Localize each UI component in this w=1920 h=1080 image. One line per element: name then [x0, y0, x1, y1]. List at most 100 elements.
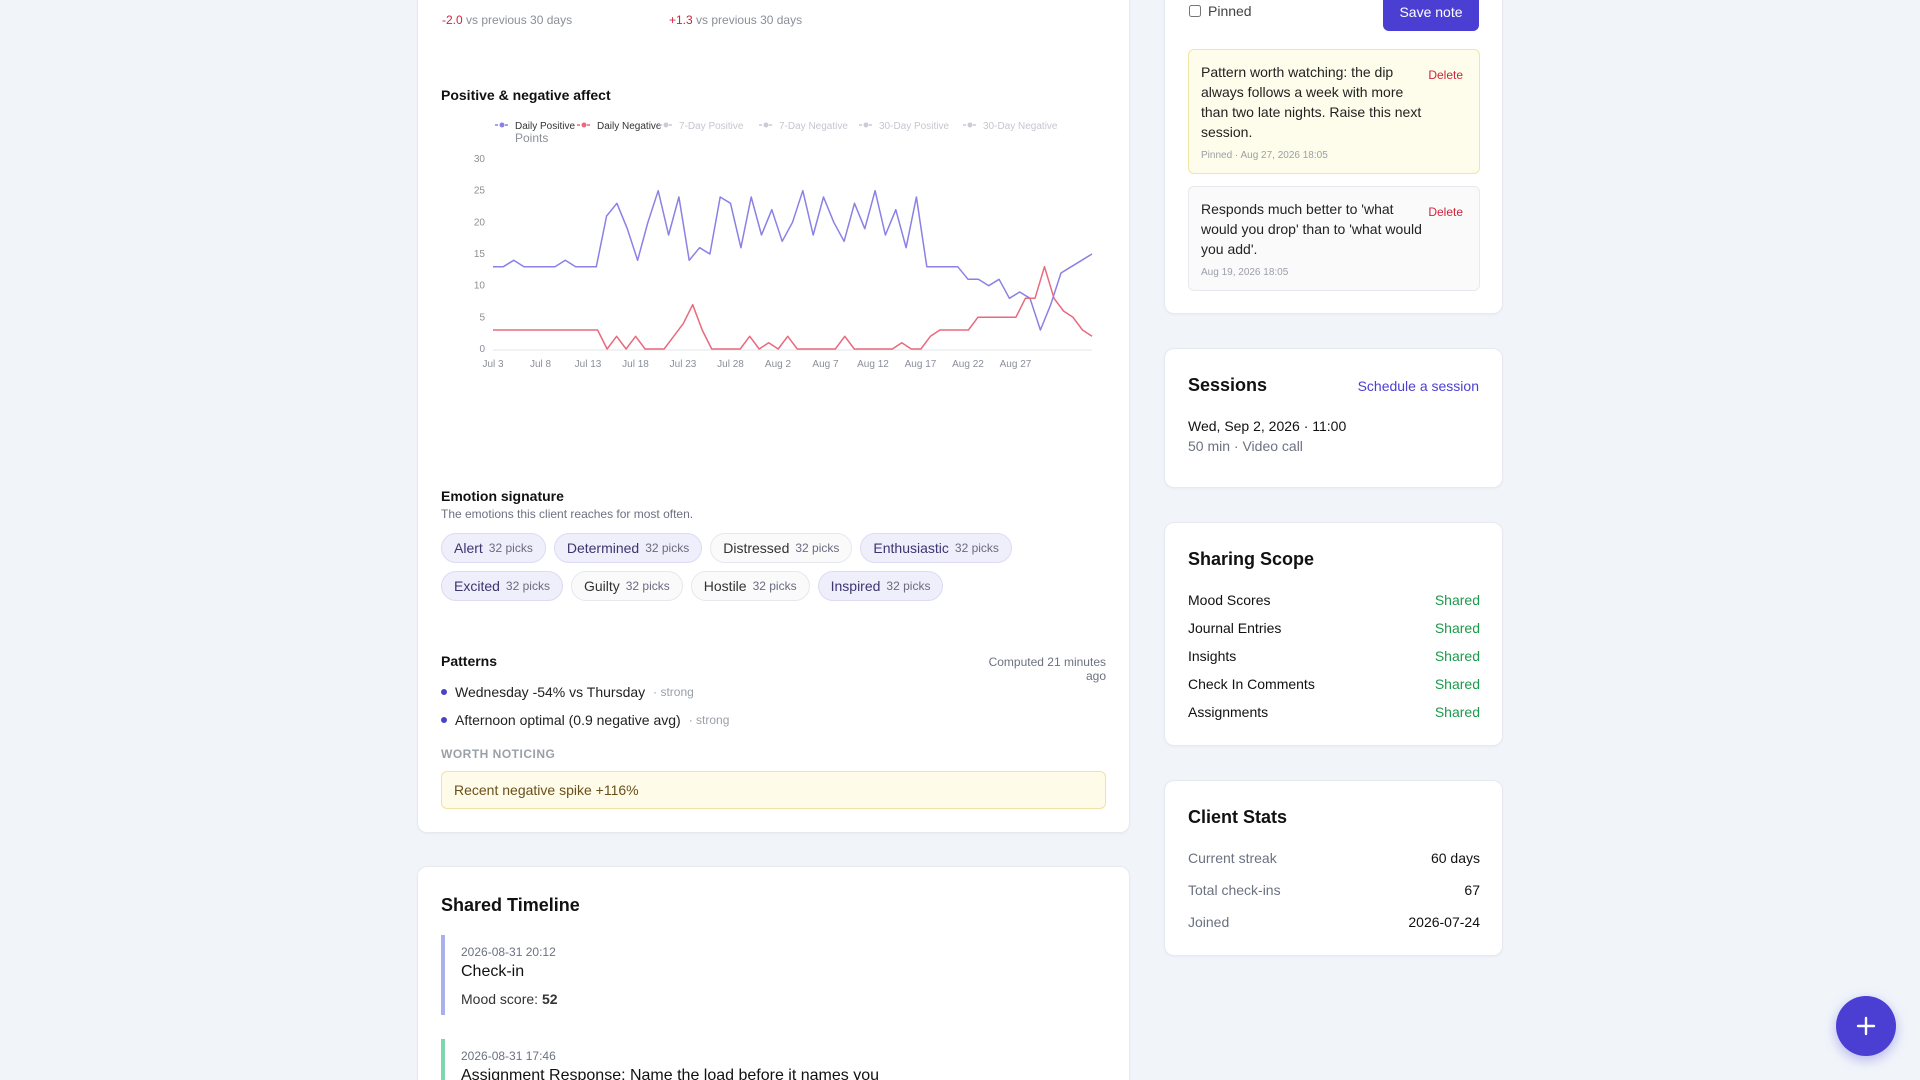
- emotion-chip[interactable]: Guilty 32 picks: [570, 571, 683, 601]
- scope-row: Mood Scores Shared: [1188, 592, 1480, 608]
- x-tick-label: Jul 28: [717, 359, 744, 370]
- emotion-chip[interactable]: Distressed 32 picks: [710, 533, 853, 563]
- sessions-title: Sessions: [1188, 375, 1268, 395]
- y-tick-label: 10: [474, 281, 486, 292]
- stat-label: Total check-ins: [1188, 882, 1281, 898]
- bullet-icon: [441, 689, 447, 695]
- x-tick-label: Jul 13: [575, 359, 602, 370]
- emotion-chip[interactable]: Determined 32 picks: [553, 533, 703, 563]
- mood-score-value: 52: [541, 991, 558, 1007]
- add-button[interactable]: [1836, 996, 1896, 1056]
- scope-row: Check In Comments Shared: [1188, 676, 1480, 692]
- scope-label: Insights: [1188, 648, 1237, 664]
- note-meta: Aug 19, 2026 18:05: [1201, 267, 1289, 278]
- emotion-chip[interactable]: Enthusiastic 32 picks: [860, 533, 1012, 563]
- note-item: Responds much better to 'what would you …: [1188, 186, 1480, 291]
- timeline-item-checkin[interactable]: 2026-08-31 20:12 Check-in Mood score: 52: [441, 935, 1101, 1015]
- series-line-daily-positive: [493, 189, 1093, 331]
- stat-value: 2026-07-24: [1408, 914, 1480, 930]
- pinned-toggle[interactable]: Pinned: [1189, 3, 1252, 19]
- x-tick-label: Aug 22: [952, 359, 984, 370]
- negative-delta: +1.3 vs previous 30 days: [669, 13, 802, 27]
- x-tick-label: Aug 27: [1000, 359, 1032, 370]
- scope-row: Journal Entries Shared: [1188, 620, 1480, 636]
- negative-delta-value: +1.3: [669, 13, 693, 27]
- note-text: Responds much better to 'what would you …: [1201, 201, 1422, 257]
- pattern-text: Wednesday -54% vs Thursday: [455, 684, 646, 700]
- emotion-chip[interactable]: Inspired 32 picks: [817, 571, 944, 601]
- negative-delta-suffix: vs previous 30 days: [696, 13, 803, 27]
- stat-row: Joined 2026-07-24: [1188, 914, 1480, 930]
- x-tick-label: Aug 7: [812, 359, 839, 370]
- notes-card: Pinned Save note Pattern worth watching:…: [1164, 0, 1503, 314]
- schedule-session-link[interactable]: Schedule a session: [1357, 378, 1479, 394]
- scope-row: Assignments Shared: [1188, 704, 1480, 720]
- series-line-daily-negative: [493, 265, 1093, 350]
- timeline-item-assignment[interactable]: 2026-08-31 17:46 Assignment Response: Na…: [441, 1039, 1101, 1080]
- y-axis-label: Points: [515, 131, 548, 145]
- legend-marker: [763, 122, 769, 128]
- pinned-label: Pinned: [1208, 3, 1252, 19]
- scope-status: Shared: [1434, 620, 1480, 636]
- timeline-title: Shared Timeline: [441, 895, 580, 915]
- scope-label: Mood Scores: [1188, 592, 1271, 608]
- insights-card: -2.0 vs previous 30 days +1.3 vs previou…: [417, 0, 1130, 833]
- legend-label: Daily Positive: [515, 121, 575, 132]
- next-session-date: Wed, Sep 2, 2026 · 11:00: [1188, 418, 1347, 434]
- scope-status: Shared: [1434, 592, 1480, 608]
- emotion-chip-count: 32 picks: [505, 579, 550, 593]
- stat-value: 67: [1464, 882, 1480, 898]
- legend-marker: [663, 122, 669, 128]
- legend-marker: [967, 122, 973, 128]
- note-item: Pattern worth watching: the dip always f…: [1188, 49, 1480, 174]
- emotion-chip[interactable]: Hostile 32 picks: [690, 571, 810, 601]
- patterns-title: Patterns: [441, 653, 498, 669]
- emotion-chip[interactable]: Excited 32 picks: [441, 571, 563, 601]
- emotion-chip[interactable]: Alert 32 picks: [441, 533, 546, 563]
- legend-label: Daily Negative: [597, 121, 662, 132]
- plus-icon: [1856, 1016, 1876, 1036]
- legend-label: 30-Day Positive: [879, 121, 949, 132]
- client-stats-card: Client Stats Current streak 60 days Total…: [1164, 780, 1503, 956]
- positive-delta: -2.0 vs previous 30 days: [442, 13, 572, 27]
- save-note-button[interactable]: Save note: [1383, 0, 1479, 31]
- legend-marker: [581, 122, 587, 128]
- y-tick-label: 0: [479, 344, 485, 355]
- emotion-subtitle: The emotions this client reaches for mos…: [441, 507, 694, 521]
- affect-chart: Daily Positive Daily Negative 7-Day Positi…: [474, 121, 1093, 370]
- delete-note-button[interactable]: Delete: [1428, 205, 1463, 219]
- timeline-date: 2026-08-31 20:12: [461, 945, 556, 959]
- delete-note-button[interactable]: Delete: [1428, 68, 1463, 82]
- pattern-item: Afternoon optimal (0.9 negative avg) · s…: [441, 712, 729, 728]
- timeline-item-body: Mood score: 52: [461, 991, 1101, 1007]
- legend-marker: [863, 122, 869, 128]
- note-text: Pattern worth watching: the dip always f…: [1201, 64, 1422, 140]
- pattern-strength: · strong: [688, 713, 730, 727]
- emotion-chip-label: Hostile: [703, 578, 747, 594]
- legend-item: Daily Positive: [495, 121, 575, 132]
- scope-title: Sharing Scope: [1188, 549, 1315, 569]
- y-tick-label: 15: [474, 249, 486, 260]
- pinned-checkbox[interactable]: [1189, 5, 1201, 17]
- emotion-chip-label: Enthusiastic: [873, 540, 949, 556]
- emotion-chip-label: Alert: [454, 540, 483, 556]
- stat-row: Current streak 60 days: [1188, 850, 1480, 866]
- scope-row: Insights Shared: [1188, 648, 1480, 664]
- legend-item: Daily Negative: [577, 121, 662, 132]
- emotion-chip-label: Excited: [454, 578, 500, 594]
- emotion-chip-label: Determined: [566, 540, 640, 556]
- bullet-icon: [441, 717, 447, 723]
- emotion-chip-label: Guilty: [583, 578, 620, 594]
- emotion-chip-label: Distressed: [723, 540, 790, 556]
- timeline-item-title: Assignment Response: Name the load befor…: [461, 1067, 880, 1080]
- emotion-chips-row-2: Excited 32 picks Guilty 32 picks Hostile 32 p…: [441, 571, 944, 601]
- legend-item: 7-Day Positive: [659, 121, 744, 132]
- stat-label: Current streak: [1188, 850, 1277, 866]
- emotion-chip-count: 32 picks: [954, 541, 999, 555]
- emotion-chip-count: 32 picks: [886, 579, 931, 593]
- pattern-item: Wednesday -54% vs Thursday · strong: [441, 684, 694, 700]
- stat-row: Total check-ins 67: [1188, 882, 1480, 898]
- worth-noticing-callout: Recent negative spike +116%: [441, 771, 1106, 809]
- y-tick-label: 30: [474, 154, 486, 165]
- worth-noticing-text: Recent negative spike +116%: [454, 782, 639, 798]
